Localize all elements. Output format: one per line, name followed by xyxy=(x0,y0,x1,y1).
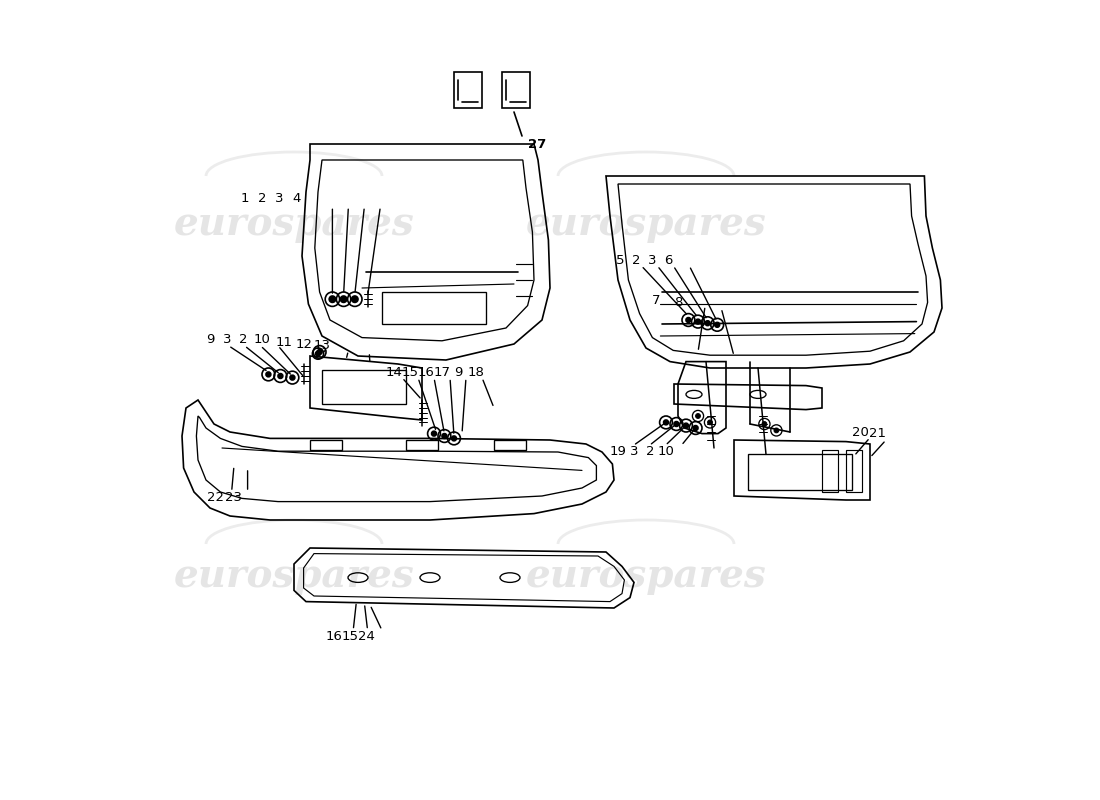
Bar xyxy=(406,440,438,450)
Text: 3: 3 xyxy=(648,254,657,266)
Text: eurospares: eurospares xyxy=(174,205,415,243)
Text: 8: 8 xyxy=(674,296,682,309)
Text: 3: 3 xyxy=(629,445,638,458)
Text: 15: 15 xyxy=(341,630,359,642)
Text: 11: 11 xyxy=(276,336,293,349)
Text: 14: 14 xyxy=(386,366,403,378)
Text: eurospares: eurospares xyxy=(526,557,767,595)
Text: 10: 10 xyxy=(254,333,271,346)
Text: 5: 5 xyxy=(616,254,625,266)
Text: eurospares: eurospares xyxy=(174,557,415,595)
Text: 1: 1 xyxy=(240,192,249,205)
Text: 9: 9 xyxy=(454,366,462,378)
Circle shape xyxy=(674,422,679,426)
Text: 21: 21 xyxy=(869,427,887,440)
Text: 19: 19 xyxy=(609,445,626,458)
Circle shape xyxy=(452,436,456,441)
Circle shape xyxy=(663,420,669,425)
Circle shape xyxy=(329,296,336,302)
Bar xyxy=(310,440,342,450)
Text: 23: 23 xyxy=(224,491,242,504)
Bar xyxy=(494,440,526,450)
Text: 2: 2 xyxy=(257,192,266,205)
Circle shape xyxy=(431,431,437,436)
Text: 22: 22 xyxy=(207,491,224,504)
Text: 16: 16 xyxy=(418,366,434,378)
Circle shape xyxy=(316,351,320,356)
Text: 4: 4 xyxy=(293,192,300,205)
Text: 10: 10 xyxy=(658,445,674,458)
Circle shape xyxy=(442,434,447,438)
Circle shape xyxy=(290,375,295,380)
Text: 17: 17 xyxy=(433,366,451,378)
Circle shape xyxy=(705,321,710,326)
Circle shape xyxy=(683,423,689,428)
Text: 27: 27 xyxy=(528,138,546,150)
Text: 2: 2 xyxy=(239,333,248,346)
Text: 24: 24 xyxy=(358,630,374,642)
Circle shape xyxy=(352,296,358,302)
Circle shape xyxy=(762,422,767,426)
Bar xyxy=(846,450,862,492)
Circle shape xyxy=(695,319,701,324)
Text: 2: 2 xyxy=(632,254,640,266)
Circle shape xyxy=(340,296,346,302)
Circle shape xyxy=(707,420,713,425)
Bar xyxy=(748,454,852,490)
Bar xyxy=(454,72,482,108)
Bar xyxy=(822,450,838,492)
Circle shape xyxy=(278,374,283,378)
Text: 12: 12 xyxy=(295,338,312,350)
Text: eurospares: eurospares xyxy=(526,205,767,243)
Circle shape xyxy=(695,414,701,418)
Circle shape xyxy=(774,428,779,433)
Text: 13: 13 xyxy=(314,339,330,352)
Bar xyxy=(322,370,406,404)
Text: 18: 18 xyxy=(468,366,485,378)
Bar xyxy=(382,292,486,324)
Text: 9: 9 xyxy=(207,333,215,346)
Text: 16: 16 xyxy=(326,630,342,642)
Text: 20: 20 xyxy=(852,426,869,438)
Text: 6: 6 xyxy=(664,254,672,266)
Text: 7: 7 xyxy=(652,294,661,306)
Text: 2: 2 xyxy=(646,445,654,458)
Circle shape xyxy=(715,322,719,327)
Circle shape xyxy=(266,372,271,377)
Circle shape xyxy=(693,426,698,430)
Text: 15: 15 xyxy=(402,366,418,378)
Circle shape xyxy=(317,350,322,354)
Text: 3: 3 xyxy=(275,192,284,205)
Circle shape xyxy=(686,318,691,322)
Text: 3: 3 xyxy=(222,333,231,346)
Bar xyxy=(502,72,530,108)
